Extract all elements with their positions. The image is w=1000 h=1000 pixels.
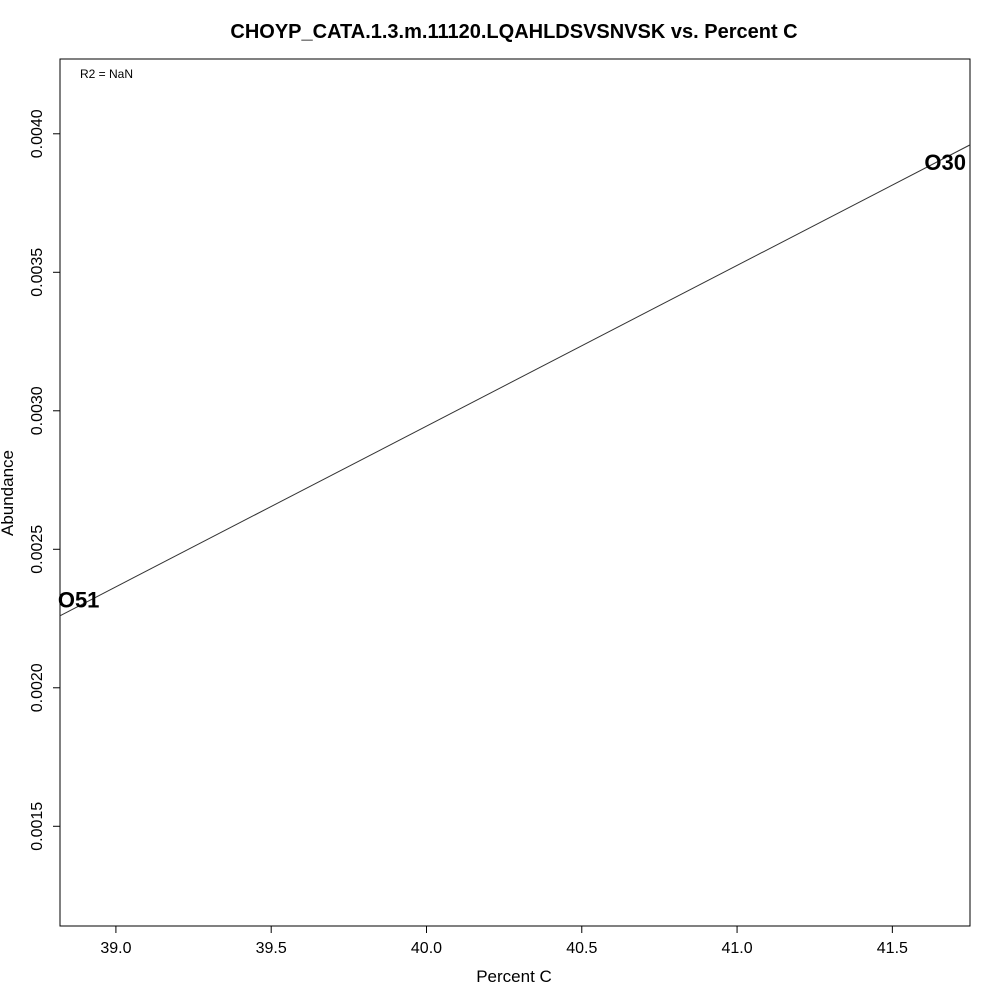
x-tick-label: 39.0 [100,940,131,957]
x-tick-label: 41.5 [877,940,908,957]
y-tick-label: 0.0025 [29,525,46,574]
y-tick-label: 0.0035 [29,248,46,297]
point-label-o30: O30 [924,150,966,175]
x-tick-label: 41.0 [721,940,752,957]
chart-title: CHOYP_CATA.1.3.m.11120.LQAHLDSVSNVSK vs.… [230,21,797,43]
x-axis-label: Percent C [476,967,552,986]
y-tick-label: 0.0020 [29,663,46,712]
y-tick-label: 0.0040 [29,109,46,158]
r2-annotation: R2 = NaN [80,67,133,81]
y-tick-label: 0.0015 [29,802,46,851]
x-tick-label: 39.5 [256,940,287,957]
x-tick-label: 40.5 [566,940,597,957]
point-label-o51: O51 [58,588,100,613]
y-axis-label: Abundance [0,450,17,536]
plot-frame [59,58,971,927]
x-tick-label: 40.0 [411,940,442,957]
y-tick-label: 0.0030 [29,386,46,435]
regression-line [59,144,971,617]
